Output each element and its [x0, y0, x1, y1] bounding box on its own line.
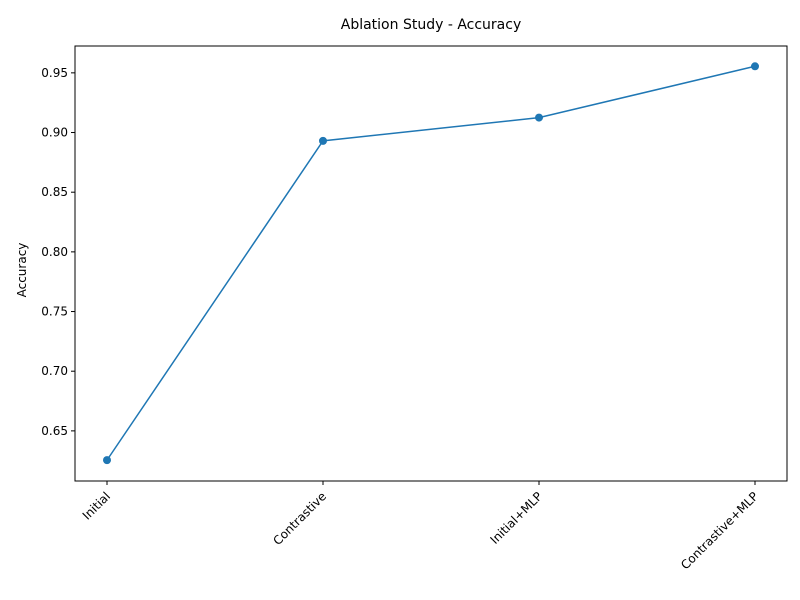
x-tick-label: Contrastive — [270, 489, 329, 548]
y-tick-label: 0.95 — [41, 66, 68, 80]
x-tick-label: Initial — [80, 489, 113, 522]
x-tick-label: Initial+MLP — [487, 489, 545, 547]
data-point — [319, 136, 327, 145]
y-tick-label: 0.90 — [41, 126, 68, 140]
data-point — [751, 62, 759, 71]
data-point — [103, 456, 111, 465]
x-ticks: Initial Contrastive Initial+MLP Contrastive… — [80, 481, 761, 572]
series-line — [106, 65, 756, 461]
y-tick-label: 0.70 — [41, 364, 68, 378]
y-axis-label: Accuracy — [15, 243, 29, 298]
data-point — [535, 113, 543, 122]
plot-frame — [74, 45, 788, 482]
y-tick-label: 0.85 — [41, 185, 68, 199]
x-tick-label: Contrastive+MLP — [678, 489, 761, 572]
y-ticks: 0.65 0.70 0.75 0.80 0.85 0.90 0.95 — [41, 66, 75, 438]
y-tick-label: 0.65 — [41, 424, 68, 438]
chart-title: Ablation Study - Accuracy — [341, 17, 522, 33]
y-tick-label: 0.75 — [41, 305, 68, 319]
y-tick-label: 0.80 — [41, 245, 68, 259]
series-layer — [103, 62, 759, 465]
